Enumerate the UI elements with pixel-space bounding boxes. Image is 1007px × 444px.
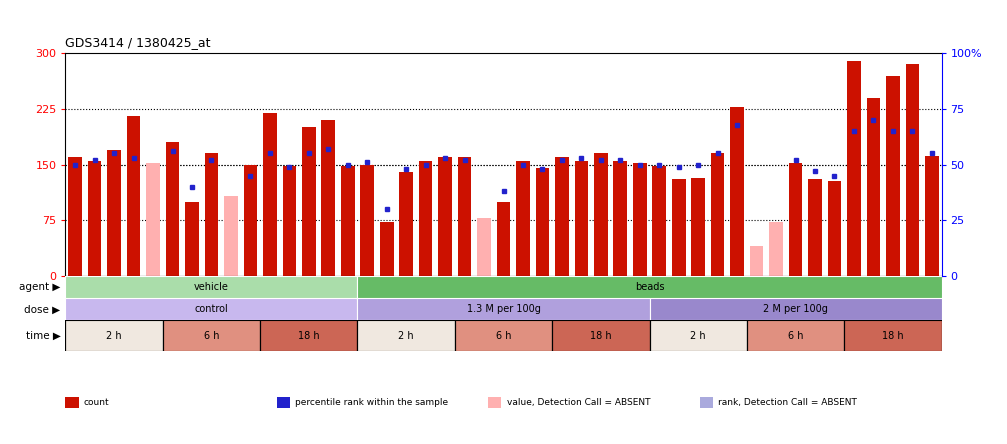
Bar	[438, 157, 452, 276]
Bar	[788, 163, 803, 276]
Bar	[419, 161, 432, 276]
Bar	[380, 222, 394, 276]
Bar	[244, 165, 257, 276]
Text: 18 h: 18 h	[298, 331, 319, 341]
Bar	[65, 276, 357, 298]
Bar	[747, 321, 844, 351]
Bar	[341, 166, 354, 276]
Bar	[633, 163, 646, 276]
Bar	[496, 202, 511, 276]
Text: 6 h: 6 h	[203, 331, 220, 341]
Bar	[828, 181, 841, 276]
Bar	[88, 161, 102, 276]
Bar	[555, 157, 569, 276]
Bar	[517, 161, 530, 276]
Text: 18 h: 18 h	[590, 331, 611, 341]
Bar	[672, 179, 686, 276]
Bar	[65, 321, 163, 351]
Bar	[108, 150, 121, 276]
Bar	[321, 120, 335, 276]
Text: dose ▶: dose ▶	[24, 304, 60, 314]
Text: 2 h: 2 h	[399, 331, 414, 341]
Bar	[750, 246, 763, 276]
Text: 6 h: 6 h	[495, 331, 512, 341]
Text: value, Detection Call = ABSENT: value, Detection Call = ABSENT	[507, 398, 651, 408]
Bar	[650, 298, 942, 321]
Bar	[146, 163, 160, 276]
Bar	[357, 321, 455, 351]
Bar	[263, 113, 277, 276]
Text: 18 h: 18 h	[882, 331, 903, 341]
Bar	[204, 154, 219, 276]
Text: 2 h: 2 h	[107, 331, 122, 341]
Bar	[925, 156, 939, 276]
Text: vehicle: vehicle	[194, 282, 229, 292]
Bar	[905, 64, 919, 276]
Text: beads: beads	[634, 282, 665, 292]
Bar	[730, 107, 744, 276]
Text: percentile rank within the sample: percentile rank within the sample	[295, 398, 448, 408]
Bar	[653, 166, 666, 276]
Bar	[65, 298, 357, 321]
Text: count: count	[84, 398, 109, 408]
Bar	[455, 321, 552, 351]
Bar	[809, 179, 822, 276]
Bar	[166, 143, 179, 276]
Bar	[867, 98, 880, 276]
Text: 2 M per 100g: 2 M per 100g	[763, 304, 828, 314]
Bar	[283, 166, 296, 276]
Bar	[260, 321, 357, 351]
Bar	[361, 165, 374, 276]
Bar	[769, 222, 782, 276]
Bar	[692, 178, 705, 276]
Bar	[536, 168, 549, 276]
Bar	[357, 298, 650, 321]
Bar	[225, 196, 238, 276]
Bar	[552, 321, 650, 351]
Bar	[477, 218, 490, 276]
Bar	[458, 157, 471, 276]
Bar	[357, 276, 942, 298]
Bar	[847, 61, 861, 276]
Bar	[613, 161, 627, 276]
Bar	[594, 154, 607, 276]
Text: control: control	[194, 304, 229, 314]
Text: rank, Detection Call = ABSENT: rank, Detection Call = ABSENT	[718, 398, 857, 408]
Bar	[400, 172, 413, 276]
Bar	[711, 154, 724, 276]
Bar	[163, 321, 260, 351]
Text: 6 h: 6 h	[787, 331, 804, 341]
Bar	[127, 116, 140, 276]
Bar	[302, 127, 315, 276]
Bar	[844, 321, 942, 351]
Bar	[650, 321, 747, 351]
Text: GDS3414 / 1380425_at: GDS3414 / 1380425_at	[65, 36, 210, 49]
Bar	[886, 75, 899, 276]
Text: 2 h: 2 h	[691, 331, 706, 341]
Bar	[575, 161, 588, 276]
Text: agent ▶: agent ▶	[19, 282, 60, 292]
Text: 1.3 M per 100g: 1.3 M per 100g	[466, 304, 541, 314]
Text: time ▶: time ▶	[25, 331, 60, 341]
Bar	[185, 202, 198, 276]
Bar	[68, 157, 82, 276]
